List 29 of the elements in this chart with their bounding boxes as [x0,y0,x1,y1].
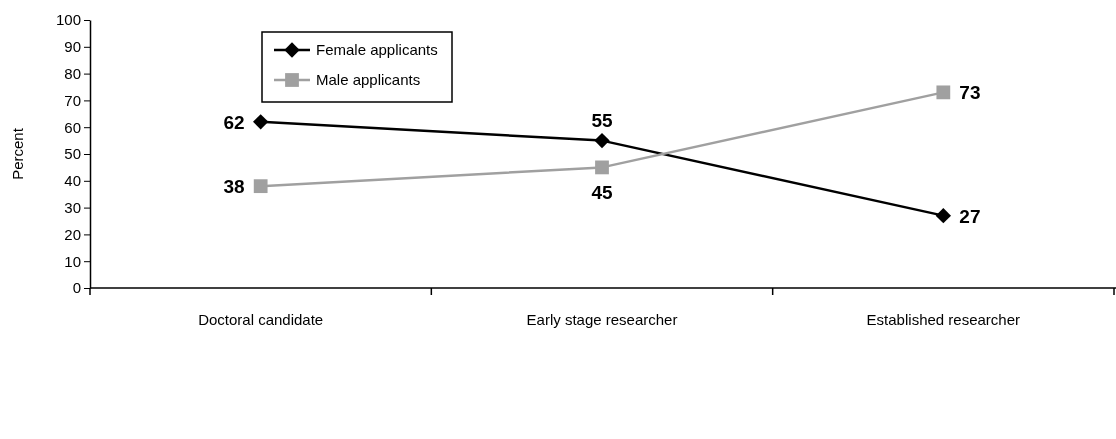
x-tick-label: Early stage researcher [526,311,678,328]
point [595,160,609,175]
point [935,207,951,224]
y-axis-title: Percent [9,127,26,180]
data-label: 27 [959,205,981,227]
y-tick-label: 10 [64,252,81,270]
y-tick-label: 0 [72,279,81,297]
data-label: 62 [223,111,245,133]
y-tick-label: 70 [64,91,81,109]
point [594,132,610,149]
y-tick-label: 20 [64,225,81,243]
y-tick-label: 100 [55,11,81,29]
point [936,85,951,100]
y-tick-label: 80 [64,64,81,82]
point [253,114,269,130]
data-label: 55 [591,109,613,131]
y-tick-label: 50 [64,145,81,163]
point [253,179,268,194]
data-label: 38 [223,176,245,198]
y-tick-label: 30 [64,198,81,216]
x-tick-label: Doctoral candidate [198,311,324,328]
data-label: 45 [591,182,613,204]
data-label: 73 [959,82,981,104]
x-tick-label: Established researcher [866,311,1021,328]
y-tick-label: 90 [64,38,81,56]
y-tick-label: 60 [64,118,81,136]
y-tick-label: 40 [64,172,81,190]
legend-label: Male applicants [316,71,421,88]
legend-label: Female applicants [316,41,438,58]
